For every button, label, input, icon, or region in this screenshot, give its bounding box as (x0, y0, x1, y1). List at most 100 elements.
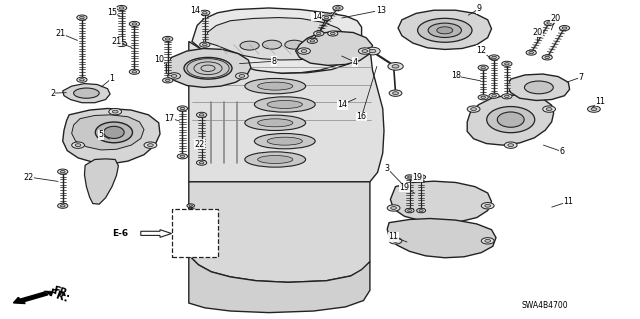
Circle shape (485, 204, 491, 207)
Circle shape (542, 55, 552, 60)
Circle shape (481, 96, 486, 99)
Text: 6: 6 (559, 147, 564, 156)
Text: FR.: FR. (51, 286, 71, 300)
Circle shape (492, 56, 497, 59)
Ellipse shape (257, 82, 293, 90)
Polygon shape (387, 219, 496, 258)
Ellipse shape (244, 115, 306, 130)
Circle shape (390, 207, 397, 210)
Text: 5: 5 (99, 130, 104, 139)
Circle shape (116, 5, 127, 11)
Circle shape (504, 63, 509, 65)
Circle shape (526, 50, 536, 55)
Circle shape (310, 40, 315, 42)
Ellipse shape (268, 137, 303, 145)
Ellipse shape (268, 100, 303, 108)
Text: 14: 14 (337, 100, 348, 109)
Circle shape (333, 5, 343, 11)
Circle shape (489, 93, 499, 98)
Text: 19: 19 (399, 183, 410, 192)
Circle shape (365, 47, 380, 55)
Ellipse shape (307, 42, 326, 51)
Circle shape (180, 155, 185, 158)
Polygon shape (398, 10, 492, 49)
Polygon shape (467, 95, 554, 145)
Ellipse shape (436, 27, 453, 34)
Circle shape (60, 170, 65, 173)
Text: 19: 19 (412, 173, 422, 182)
Ellipse shape (285, 40, 304, 49)
Circle shape (113, 110, 118, 113)
Circle shape (330, 32, 335, 35)
Circle shape (559, 26, 570, 31)
Circle shape (362, 50, 367, 53)
Ellipse shape (262, 40, 282, 49)
Circle shape (132, 70, 137, 73)
Text: ◄FR.: ◄FR. (42, 286, 71, 304)
Circle shape (467, 106, 480, 112)
Circle shape (79, 78, 84, 81)
Circle shape (199, 161, 204, 164)
Text: 10: 10 (154, 56, 164, 64)
Polygon shape (204, 18, 347, 60)
Text: 15: 15 (107, 8, 117, 17)
Ellipse shape (244, 152, 306, 167)
Polygon shape (390, 181, 492, 223)
Circle shape (168, 73, 180, 79)
Circle shape (544, 20, 554, 26)
Circle shape (60, 204, 65, 207)
Circle shape (485, 239, 491, 242)
Circle shape (502, 61, 512, 66)
Circle shape (72, 142, 84, 148)
Circle shape (478, 95, 488, 100)
Polygon shape (72, 115, 144, 150)
Circle shape (489, 55, 499, 60)
Circle shape (177, 154, 188, 159)
Ellipse shape (428, 23, 461, 38)
Circle shape (405, 175, 414, 179)
Circle shape (508, 144, 514, 146)
Circle shape (393, 239, 398, 242)
Polygon shape (192, 8, 362, 73)
Ellipse shape (417, 19, 472, 42)
Circle shape (189, 205, 193, 207)
Circle shape (545, 56, 550, 59)
Text: 11: 11 (595, 97, 605, 106)
Circle shape (502, 94, 512, 99)
Text: 12: 12 (476, 46, 486, 55)
Text: 2: 2 (50, 89, 55, 98)
Circle shape (163, 36, 173, 41)
Circle shape (408, 176, 412, 178)
Circle shape (147, 144, 153, 146)
Circle shape (77, 77, 87, 82)
Circle shape (335, 7, 340, 9)
Circle shape (119, 43, 124, 45)
Circle shape (591, 108, 597, 110)
Ellipse shape (257, 155, 293, 164)
Circle shape (58, 203, 68, 208)
Text: 22: 22 (195, 140, 205, 149)
Circle shape (321, 15, 332, 20)
Circle shape (328, 31, 338, 36)
Ellipse shape (244, 78, 306, 94)
Circle shape (504, 95, 509, 98)
FancyArrow shape (13, 292, 48, 304)
Circle shape (388, 63, 403, 70)
Circle shape (187, 204, 195, 208)
Circle shape (239, 75, 245, 77)
Circle shape (417, 208, 426, 213)
Polygon shape (166, 48, 251, 87)
Circle shape (177, 106, 188, 111)
Text: 3: 3 (385, 164, 390, 173)
Circle shape (79, 16, 84, 19)
Text: E-6: E-6 (112, 229, 128, 238)
Ellipse shape (487, 107, 535, 133)
Circle shape (163, 78, 173, 83)
Circle shape (129, 21, 140, 26)
Circle shape (165, 38, 170, 40)
Circle shape (307, 38, 317, 43)
Text: 20: 20 (532, 28, 543, 37)
Text: 4: 4 (353, 58, 358, 67)
Circle shape (144, 142, 157, 148)
Polygon shape (141, 230, 172, 237)
